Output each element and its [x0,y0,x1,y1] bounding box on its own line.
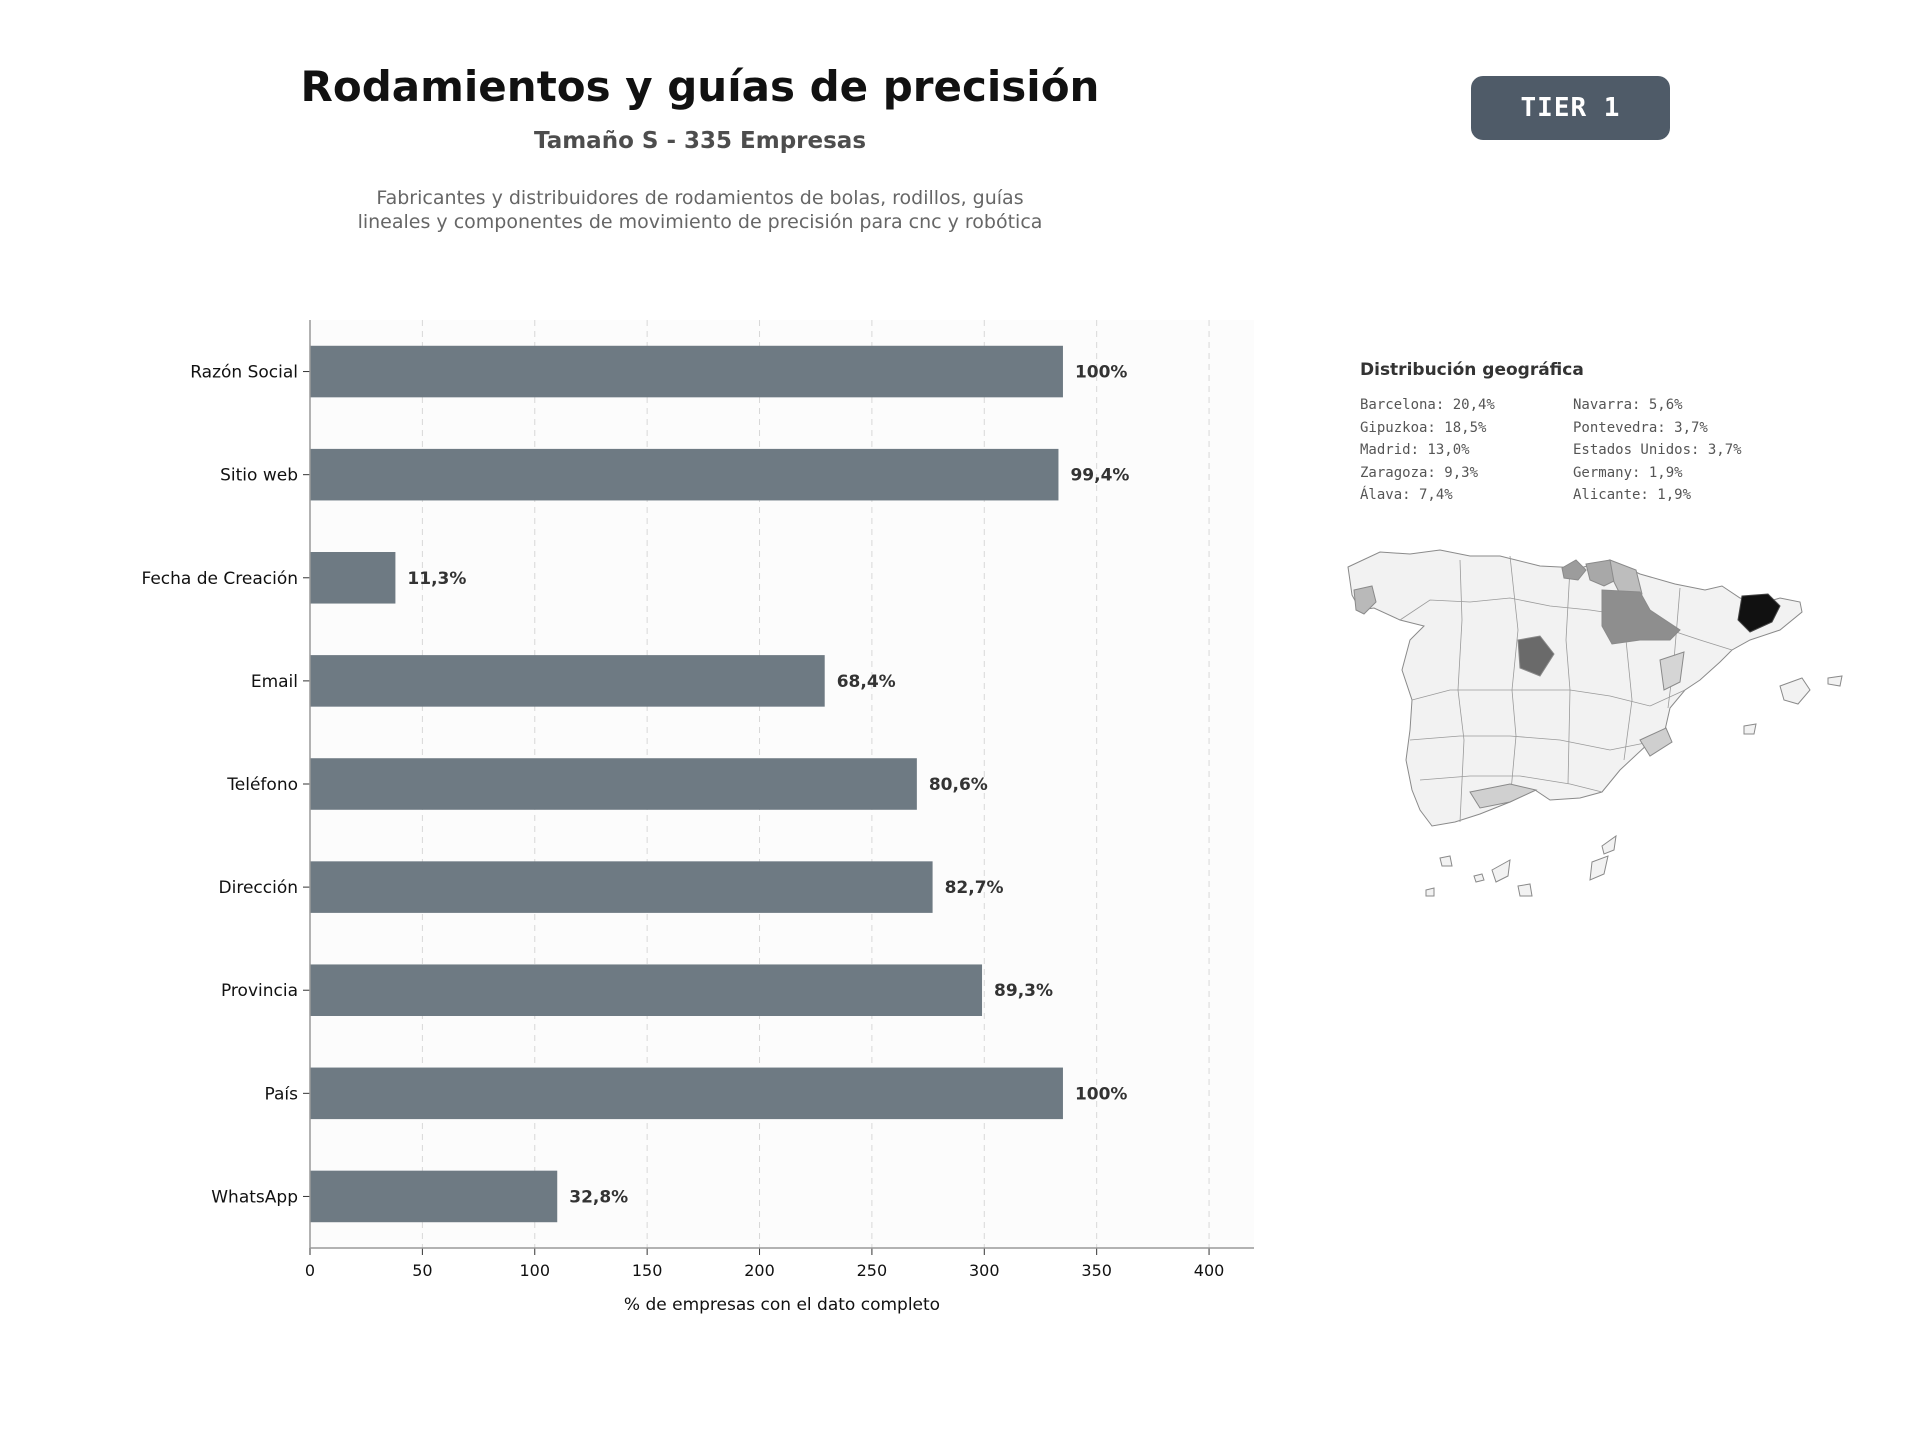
category-label: Provincia [221,981,298,1001]
data-label: 100% [1075,1084,1128,1104]
map-balearic-islands [1743,675,1843,735]
category-label: Fecha de Creación [141,569,298,589]
geo-entry: Estados Unidos: 3,7% [1573,442,1742,458]
x-tick-label: 300 [969,1261,1000,1280]
spain-map [1347,549,1843,897]
x-tick-label: 350 [1081,1261,1112,1280]
description-line-1: Fabricantes y distribuidores de rodamien… [376,187,1024,209]
bar [310,964,983,1016]
map-region-barcelona [1737,593,1781,633]
category-label: Dirección [219,878,298,898]
bar [310,861,933,913]
category-label: WhatsApp [211,1187,298,1207]
map-region-granada [1469,783,1538,809]
x-tick-label: 400 [1194,1261,1225,1280]
geo-entry: Barcelona: 20,4% [1360,397,1495,413]
geo-entry: Gipuzkoa: 18,5% [1360,419,1487,436]
page-description: Fabricantes y distribuidores de rodamien… [250,186,1150,234]
category-label: Teléfono [226,775,298,795]
geo-entry: Pontevedra: 3,7% [1573,419,1708,436]
bar [310,1067,1063,1120]
geo-distribution-list: Barcelona: 20,4% Gipuzkoa: 18,5% Madrid:… [1360,394,1900,507]
bar [310,552,396,604]
data-label: 82,7% [945,878,1004,898]
x-tick-label: 50 [412,1261,432,1280]
bar [310,345,1063,398]
bar [310,655,825,707]
geo-entry: Germany: 1,9% [1573,464,1683,481]
map-region-alicante [1639,727,1673,757]
data-label: 11,3% [407,569,466,589]
tier-badge: TIER 1 [1471,76,1670,140]
x-tick-label: 100 [519,1261,550,1280]
x-tick-label: 250 [857,1261,888,1280]
map-region-gipuzkoa [1561,559,1587,581]
map-region-zaragoza [1601,589,1681,645]
category-label: Email [251,672,298,692]
geo-left-column: Barcelona: 20,4% Gipuzkoa: 18,5% Madrid:… [1360,394,1573,507]
page-subtitle: Tamaño S - 335 Empresas [533,128,867,154]
x-axis-label: % de empresas con el dato completo [624,1295,940,1315]
x-tick-label: 200 [744,1261,775,1280]
geo-right-column: Navarra: 5,6% Pontevedra: 3,7% Estados U… [1573,394,1833,507]
map-region-madrid [1517,635,1555,677]
data-label: 100% [1075,363,1128,383]
x-tick-label: 150 [632,1261,663,1280]
geo-entry: Álava: 7,4% [1360,487,1453,503]
x-tick-label: 0 [305,1261,315,1280]
data-label: 68,4% [837,672,896,692]
page-title: Rodamientos y guías de precisión [300,62,1100,111]
geo-entry: Zaragoza: 9,3% [1360,464,1479,481]
category-label: Razón Social [190,363,298,383]
bar [310,758,917,810]
category-label: Sitio web [220,466,298,486]
geo-entry: Navarra: 5,6% [1573,397,1683,413]
bar [310,448,1059,501]
bar [310,1170,558,1223]
description-line-2: lineales y componentes de movimiento de … [357,211,1043,233]
category-label: País [265,1084,299,1104]
map-region-pontevedra [1353,585,1377,615]
geo-distribution-panel: Distribución geográfica Barcelona: 20,4%… [1360,360,1900,507]
map-mainland [1347,549,1803,827]
data-label: 32,8% [569,1187,628,1207]
map-region-castellon [1659,651,1685,691]
completeness-bar-chart: 0 50 100 150 200 250 300 350 400 Razón Social 100%… [141,320,1254,1315]
geo-entry: Madrid: 13,0% [1360,442,1470,458]
map-canary-islands [1425,834,1617,897]
geo-entry: Alicante: 1,9% [1573,487,1692,503]
data-label: 99,4% [1070,466,1129,486]
data-label: 89,3% [994,981,1053,1001]
data-label: 80,6% [929,775,988,795]
geo-distribution-title: Distribución geográfica [1360,360,1584,380]
